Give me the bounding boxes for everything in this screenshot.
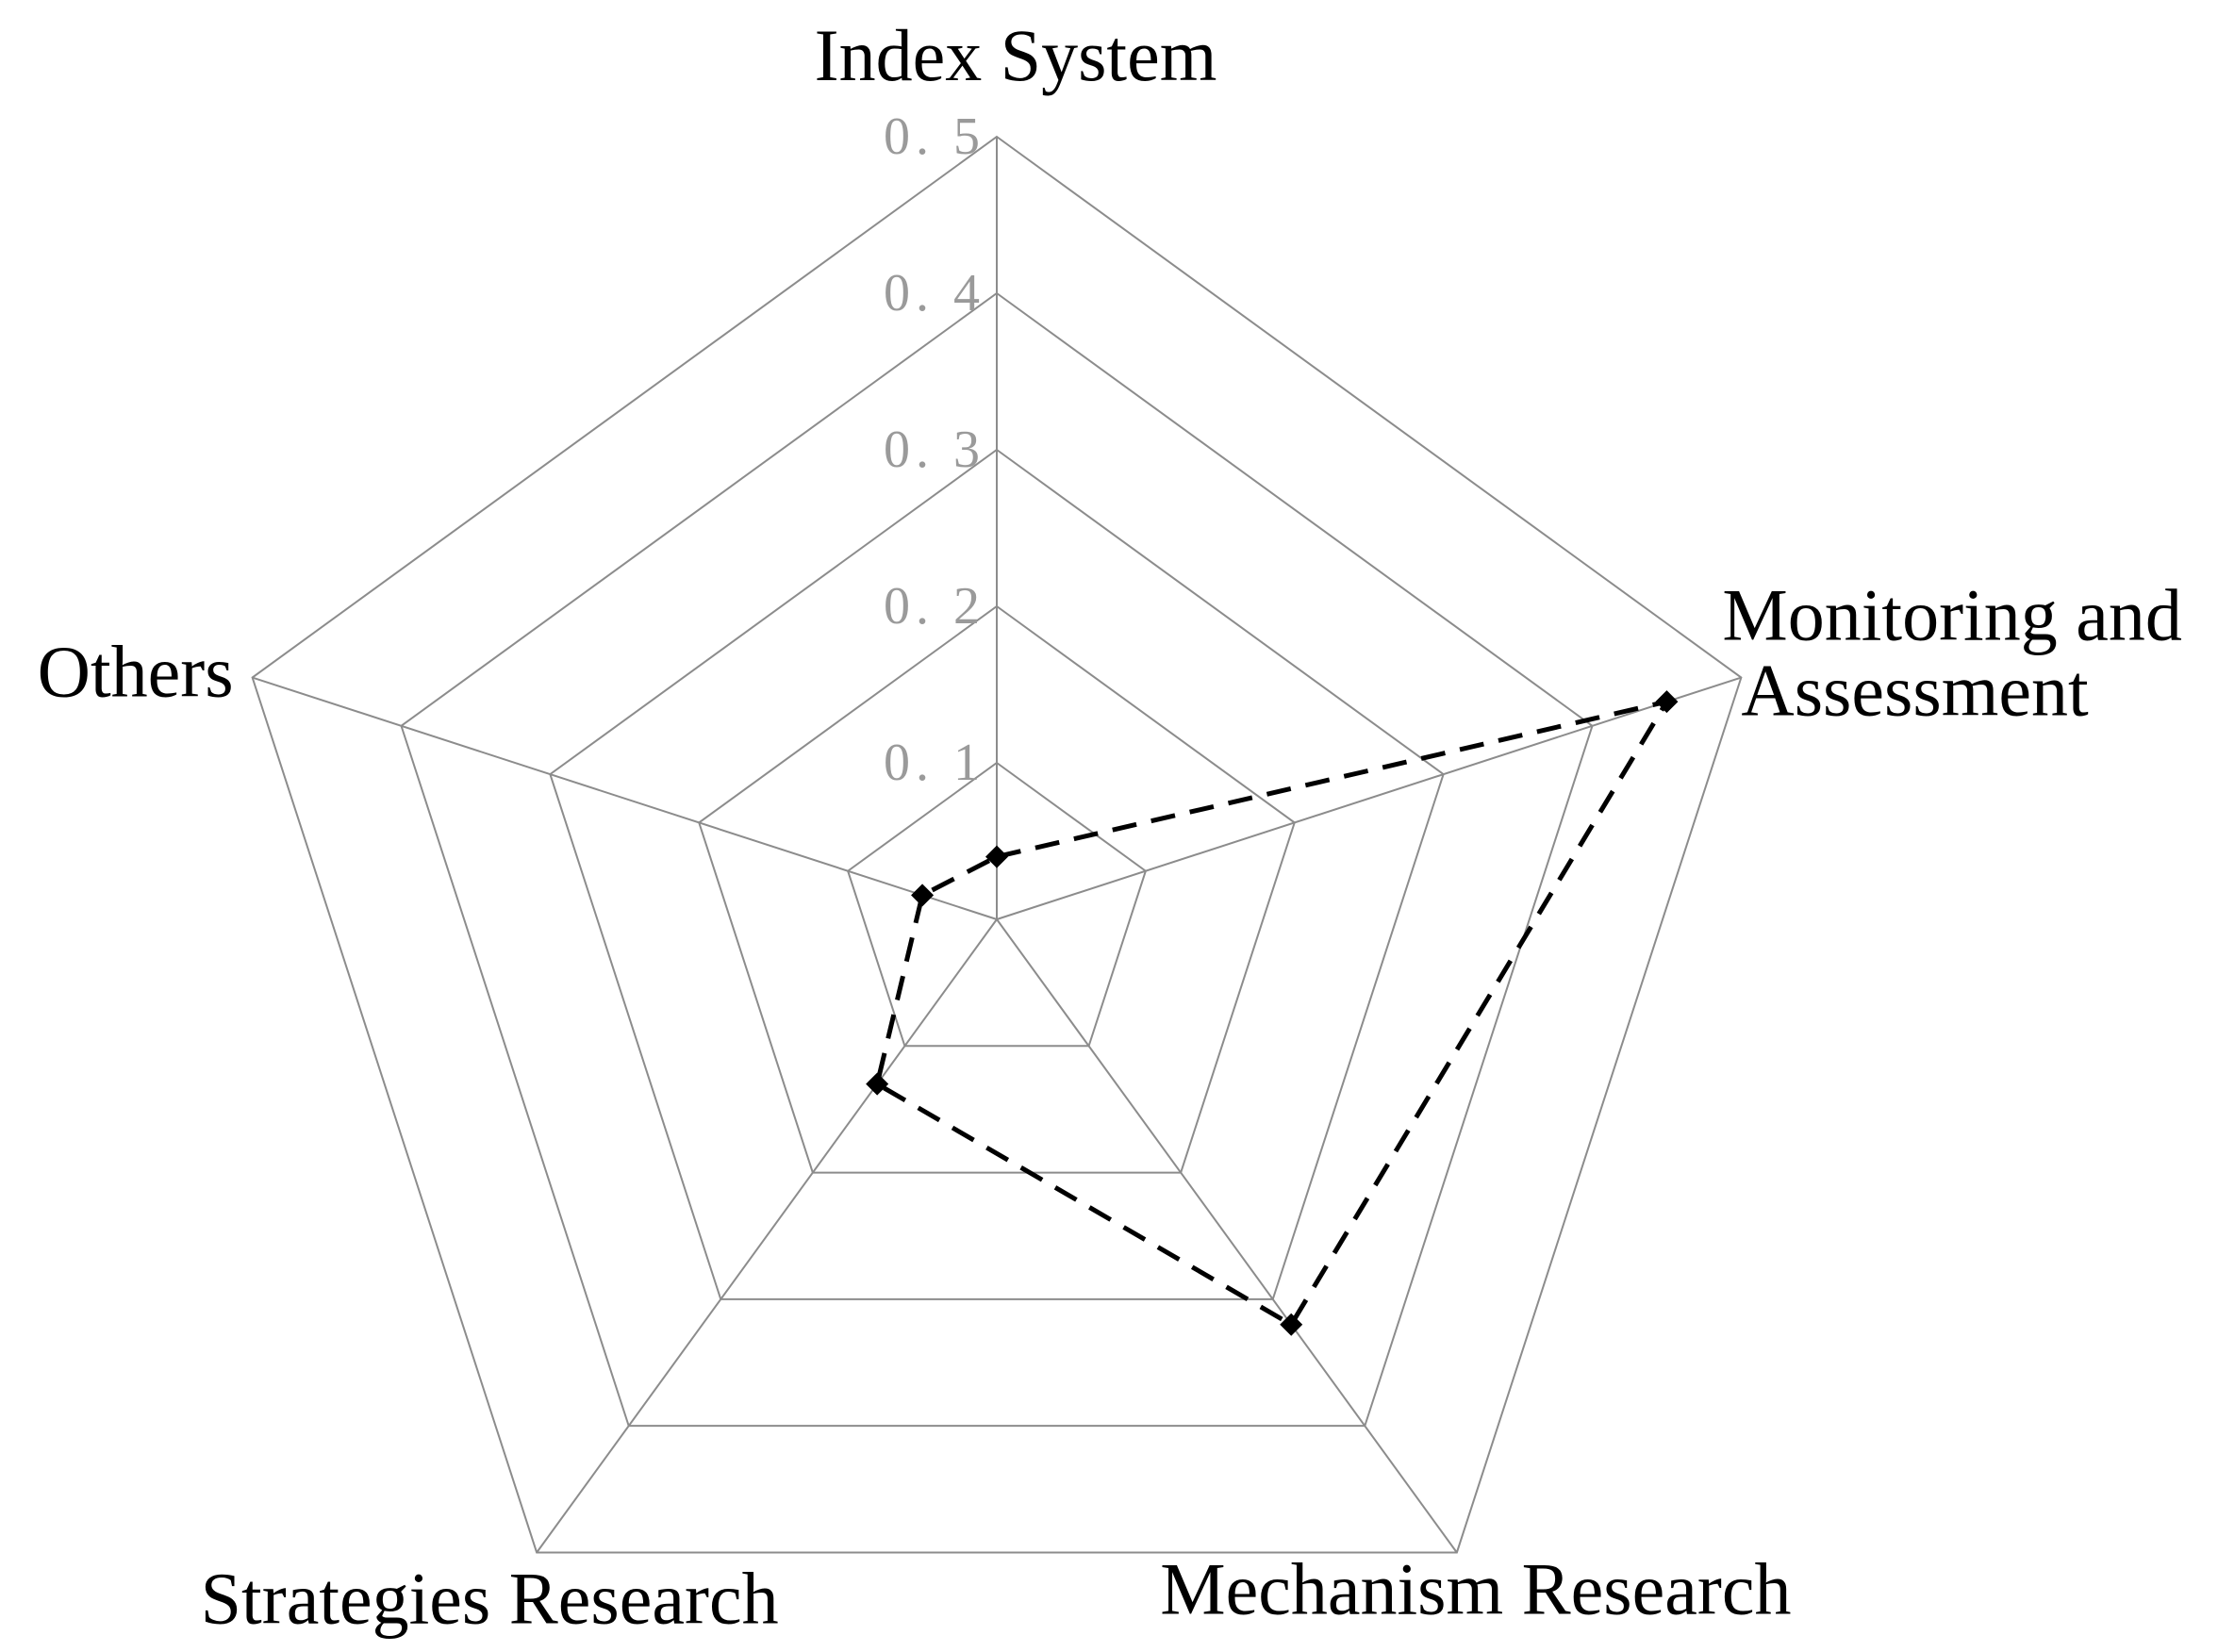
label-index-system-line: Index System bbox=[815, 14, 1217, 96]
series-layer bbox=[866, 690, 1679, 1336]
radial-tick-label: 0. 2 bbox=[884, 577, 985, 636]
axis-spoke-2 bbox=[996, 676, 1742, 920]
category-labels: Index System Monitoring and Assessment Mech… bbox=[38, 14, 2182, 1639]
label-monitoring-assessment-line: Monitoring and bbox=[1722, 574, 2181, 656]
data-point-marker bbox=[985, 845, 1008, 868]
label-strategies-research: Strategies Research bbox=[201, 1557, 779, 1639]
grid-ring-5 bbox=[251, 135, 1743, 1554]
data-point-marker bbox=[1655, 690, 1679, 714]
radial-tick-label: 0. 3 bbox=[884, 421, 985, 479]
data-point-marker bbox=[1280, 1313, 1303, 1336]
grid-ring-1 bbox=[846, 761, 1148, 1048]
label-mechanism-research-line: Mechanism Research bbox=[1160, 1547, 1791, 1629]
radial-tick-label: 0. 5 bbox=[884, 107, 985, 166]
grid-layer bbox=[251, 135, 1743, 1554]
radial-tick-label: 0. 4 bbox=[884, 264, 985, 322]
label-monitoring-assessment: Monitoring and Assessment bbox=[1722, 574, 2181, 732]
series-line bbox=[874, 699, 1669, 1328]
label-strategies-research-line: Strategies Research bbox=[201, 1557, 779, 1639]
label-others-line: Others bbox=[38, 631, 234, 713]
axis-spoke-3 bbox=[996, 918, 1458, 1554]
data-point-marker bbox=[866, 1072, 889, 1096]
radial-tick-labels: 0. 1 0. 2 0. 3 0. 4 0. 5 bbox=[884, 107, 985, 792]
label-others: Others bbox=[38, 631, 234, 713]
grid-ring-3 bbox=[549, 448, 1445, 1300]
label-index-system: Index System bbox=[815, 14, 1217, 96]
grid-ring-2 bbox=[698, 604, 1296, 1174]
axis-spoke-4 bbox=[536, 918, 998, 1554]
label-mechanism-research: Mechanism Research bbox=[1160, 1547, 1791, 1629]
grid-ring-4 bbox=[400, 291, 1594, 1428]
radial-tick-label: 0. 1 bbox=[884, 734, 985, 792]
axis-spoke-5 bbox=[252, 676, 998, 920]
label-monitoring-assessment-line: Assessment bbox=[1741, 650, 2089, 732]
data-point-marker bbox=[911, 884, 935, 907]
